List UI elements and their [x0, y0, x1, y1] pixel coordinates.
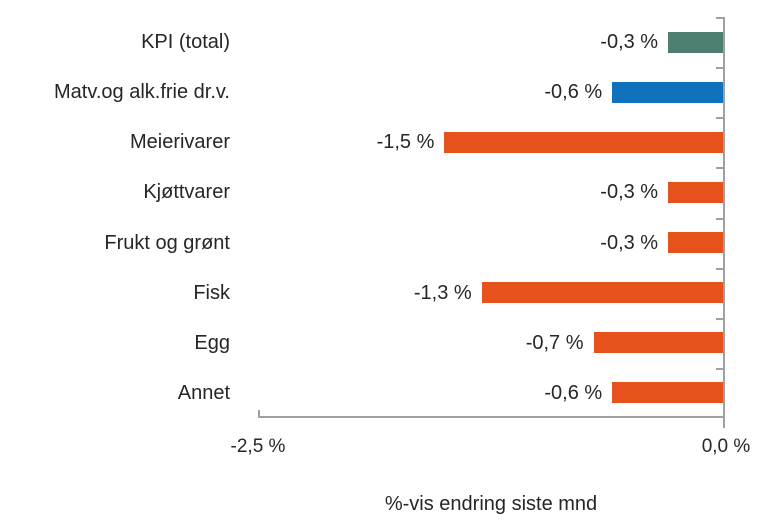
- bar: [668, 31, 724, 53]
- value-label: -0,6 %: [544, 381, 603, 404]
- chart-row: Fisk -1,3 %: [0, 268, 724, 318]
- value-label: -0,3 %: [600, 181, 659, 204]
- plot-area-row: -0,6 %: [258, 368, 724, 418]
- x-axis-tick-min: [258, 410, 260, 417]
- y-axis-tick: [716, 167, 724, 170]
- plot-area-row: -0,7 %: [258, 318, 724, 368]
- bar: [612, 81, 724, 103]
- value-label: -0,6 %: [544, 81, 603, 104]
- category-label: Meierivarer: [129, 131, 230, 154]
- y-axis-tick: [716, 17, 724, 19]
- y-axis-tick: [716, 267, 724, 270]
- plot-area-row: -0,3 %: [258, 218, 724, 268]
- category-label: Egg: [194, 331, 230, 354]
- chart-row: Matv.og alk.frie dr.v. -0,6 %: [0, 67, 724, 117]
- value-label: -1,5 %: [376, 131, 435, 154]
- value-label: -0,3 %: [600, 31, 659, 54]
- plot-area-row: -1,5 %: [258, 117, 724, 167]
- bar: [593, 332, 724, 354]
- category-label: Matv.og alk.frie dr.v.: [54, 81, 230, 104]
- x-tick-label-max: 0,0 %: [701, 436, 751, 457]
- category-label: Frukt og grønt: [104, 231, 230, 254]
- plot-area-row: -0,6 %: [258, 67, 724, 117]
- x-axis-line: [258, 416, 725, 418]
- x-axis-title: %-vis endring siste mnd: [384, 493, 598, 515]
- plot-area-row: -0,3 %: [258, 17, 724, 67]
- chart-rows: KPI (total) -0,3 % Matv.og alk.frie dr.v. -…: [0, 17, 724, 418]
- category-label: KPI (total): [141, 31, 230, 54]
- chart-row: Egg -0,7 %: [0, 318, 724, 368]
- value-label: -0,7 %: [525, 331, 584, 354]
- value-label: -1,3 %: [413, 281, 472, 304]
- chart-row: Frukt og grønt -0,3 %: [0, 218, 724, 268]
- bar: [612, 382, 724, 404]
- bar: [668, 232, 724, 254]
- y-axis-tick: [716, 217, 724, 220]
- plot-area-row: -1,3 %: [258, 268, 724, 318]
- category-label: Kjøttvarer: [143, 181, 230, 204]
- bar: [444, 131, 724, 153]
- y-axis-line: [723, 17, 725, 428]
- bar: [668, 181, 724, 203]
- y-axis-tick: [716, 117, 724, 120]
- value-label: -0,3 %: [600, 231, 659, 254]
- y-axis-tick: [716, 317, 724, 320]
- x-tick-label-min: -2,5 %: [230, 436, 286, 457]
- chart-row: Annet -0,6 %: [0, 368, 724, 418]
- category-label: Annet: [177, 381, 230, 404]
- chart-row: Kjøttvarer -0,3 %: [0, 167, 724, 217]
- y-axis-tick: [716, 367, 724, 370]
- chart-row: KPI (total) -0,3 %: [0, 17, 724, 67]
- bar: [481, 282, 724, 304]
- y-axis-tick: [716, 67, 724, 70]
- plot-area-row: -0,3 %: [258, 167, 724, 217]
- category-label: Fisk: [193, 281, 230, 304]
- chart-row: Meierivarer -1,5 %: [0, 117, 724, 167]
